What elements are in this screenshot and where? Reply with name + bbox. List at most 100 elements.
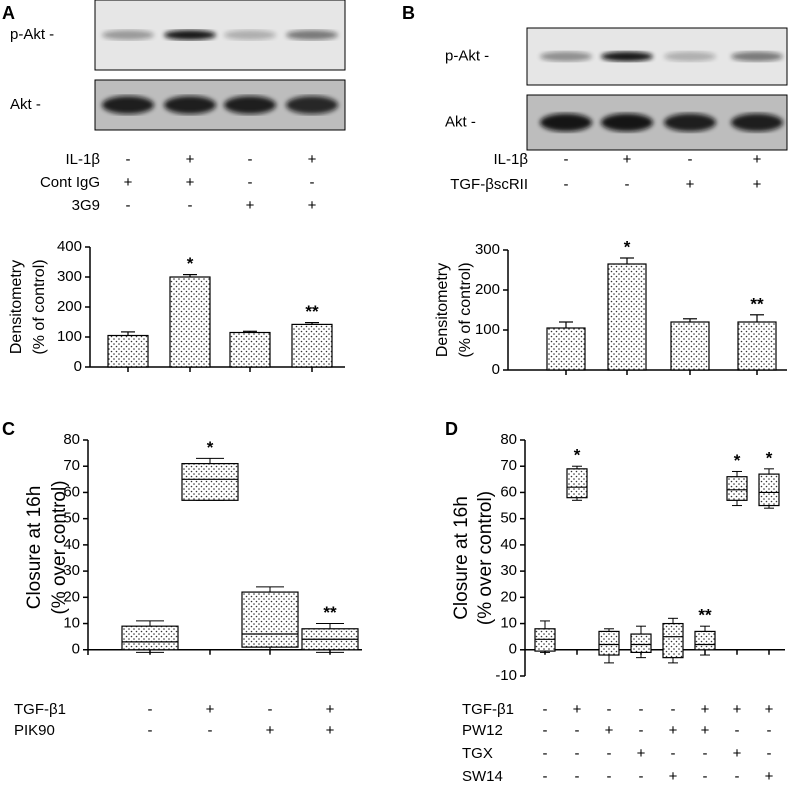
- y-tick-label: 30: [500, 562, 517, 579]
- condition-sign: +: [605, 722, 614, 739]
- condition-sign: -: [564, 151, 569, 168]
- condition-label: IL-1β: [494, 151, 529, 168]
- bar: [291, 323, 333, 368]
- condition-sign: -: [607, 701, 612, 718]
- box: [598, 630, 620, 656]
- box: [630, 633, 652, 653]
- significance-mark: **: [698, 606, 712, 625]
- blot-band: [164, 30, 216, 40]
- blot-band: [164, 96, 216, 114]
- y-tick-label: 30: [63, 562, 80, 579]
- blot-band: [286, 96, 338, 114]
- condition-sign: +: [124, 174, 133, 191]
- condition-sign: -: [607, 745, 612, 762]
- condition-sign: -: [248, 151, 253, 168]
- blot-band: [540, 113, 592, 132]
- condition-label: PIK90: [14, 722, 55, 739]
- box: [241, 591, 299, 648]
- blot-label: Akt -: [10, 96, 41, 113]
- blot-band: [286, 30, 338, 40]
- condition-sign: -: [767, 722, 772, 739]
- y-axis-label: Closure at 16h: [24, 486, 45, 610]
- bar: [229, 331, 271, 368]
- y-axis-label: Densitometry: [8, 260, 25, 354]
- condition-label: TGF-βscRII: [450, 176, 528, 193]
- blot-band: [224, 96, 276, 114]
- blot-label: p-Akt -: [10, 26, 54, 43]
- condition-sign: -: [543, 722, 548, 739]
- y-tick-label: 0: [72, 641, 80, 658]
- condition-sign: +: [573, 701, 582, 718]
- condition-sign: +: [701, 722, 710, 739]
- condition-sign: -: [310, 174, 315, 191]
- condition-sign: -: [671, 745, 676, 762]
- blot-band: [601, 113, 653, 132]
- condition-sign: -: [126, 151, 131, 168]
- blot-band: [731, 113, 783, 132]
- significance-mark: *: [624, 237, 631, 256]
- condition-sign: +: [246, 197, 255, 214]
- bar: [169, 276, 211, 368]
- y-tick-label: 200: [57, 298, 82, 315]
- y-axis-label: (% of control): [457, 262, 474, 357]
- blot-band: [731, 51, 783, 62]
- condition-sign: -: [639, 722, 644, 739]
- condition-sign: -: [639, 701, 644, 718]
- condition-sign: -: [564, 176, 569, 193]
- y-tick-label: 400: [57, 238, 82, 255]
- condition-label: TGF-β1: [462, 701, 514, 718]
- blot-band: [664, 113, 716, 132]
- box: [662, 622, 684, 659]
- blot-label: p-Akt -: [445, 47, 489, 64]
- condition-sign: +: [308, 151, 317, 168]
- blot-band: [601, 51, 653, 62]
- condition-sign: -: [671, 701, 676, 718]
- condition-sign: -: [625, 176, 630, 193]
- condition-sign: -: [575, 768, 580, 785]
- condition-label: IL-1β: [66, 151, 101, 168]
- blot-band: [540, 51, 592, 62]
- panel-label: D: [445, 419, 458, 439]
- condition-sign: +: [308, 197, 317, 214]
- significance-mark: **: [750, 294, 764, 313]
- significance-mark: *: [187, 254, 194, 273]
- box: [534, 628, 556, 652]
- y-tick-label: 200: [475, 281, 500, 298]
- y-axis-label: Closure at 16h: [451, 496, 472, 620]
- y-tick-label: 70: [63, 457, 80, 474]
- y-tick-label: 40: [63, 536, 80, 553]
- condition-label: Cont IgG: [40, 174, 100, 191]
- condition-sign: -: [248, 174, 253, 191]
- box: [181, 462, 239, 501]
- condition-sign: -: [735, 722, 740, 739]
- box: [121, 625, 179, 651]
- panel-label: B: [402, 3, 415, 23]
- condition-sign: -: [767, 745, 772, 762]
- condition-sign: +: [753, 151, 762, 168]
- panel: Bp-Akt - Akt - IL-1β - + - + TGF-βscRII - - + +0 100…: [402, 3, 788, 378]
- bar: [107, 334, 149, 368]
- condition-sign: -: [543, 701, 548, 718]
- panel-label: C: [2, 419, 15, 439]
- condition-sign: -: [188, 197, 193, 214]
- condition-sign: -: [688, 151, 693, 168]
- y-tick-label: 20: [500, 588, 517, 605]
- box: [758, 473, 780, 507]
- condition-sign: +: [266, 722, 275, 739]
- condition-sign: -: [208, 722, 213, 739]
- condition-sign: +: [686, 176, 695, 193]
- bar: [670, 321, 710, 371]
- bar: [607, 263, 647, 371]
- blot-band: [102, 96, 154, 114]
- condition-sign: -: [575, 722, 580, 739]
- y-tick-label: 60: [63, 483, 80, 500]
- y-tick-label: -10: [495, 667, 517, 684]
- blot-label: Akt -: [445, 113, 476, 130]
- condition-sign: -: [639, 768, 644, 785]
- condition-label: PW12: [462, 722, 503, 739]
- condition-label: TGX: [462, 745, 493, 762]
- significance-mark: *: [574, 446, 581, 465]
- y-tick-label: 70: [500, 457, 517, 474]
- condition-sign: -: [703, 768, 708, 785]
- y-tick-label: 0: [509, 641, 517, 658]
